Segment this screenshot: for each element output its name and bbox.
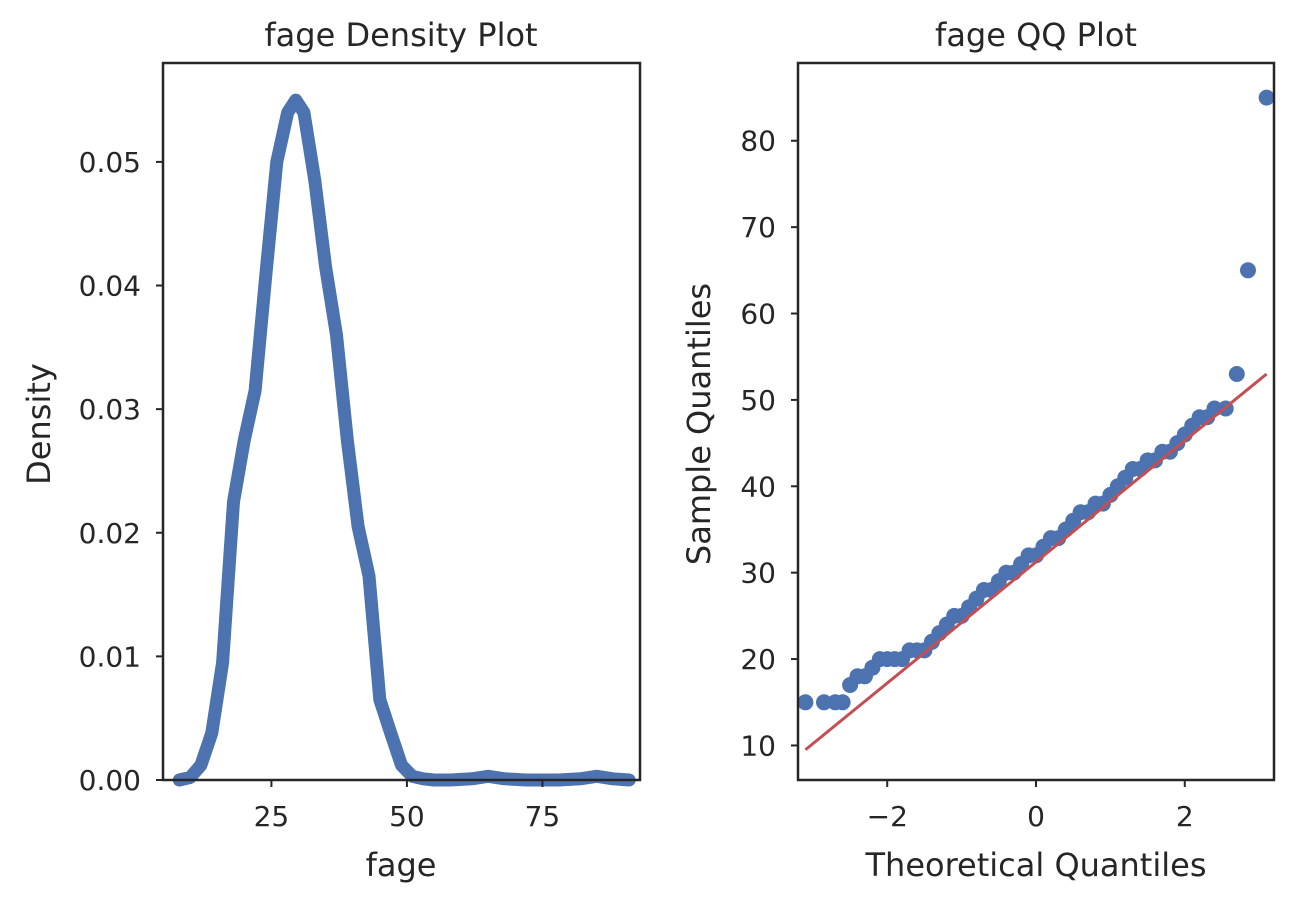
- density-plot-y-tick-label: 0.01: [79, 640, 141, 673]
- density-plot-title: fage Density Plot: [264, 16, 537, 54]
- density-plot-marks: [172, 93, 636, 787]
- qq-plot-point: [816, 694, 832, 711]
- density-plot-y-label: Density: [20, 363, 58, 485]
- qq-plot-point: [797, 694, 814, 711]
- qq-plot-point: [1258, 89, 1275, 106]
- qq-plot-title: fage QQ Plot: [935, 16, 1137, 54]
- density-plot-y-tick-label: 0.03: [79, 393, 141, 426]
- qq-plot-y-tick-label: 10: [740, 729, 776, 762]
- density-plot-x-tick-label: 50: [389, 800, 425, 833]
- qq-plot-point: [1240, 262, 1256, 279]
- density-plot-density-line: [172, 93, 636, 787]
- qq-plot-y-tick-label: 80: [740, 125, 776, 158]
- density-plot-x-tick-label: 25: [254, 800, 290, 833]
- density-plot-y-tick-label: 0.05: [79, 146, 141, 179]
- qq-plot-point: [1228, 366, 1245, 382]
- qq-plot-y-tick-label: 30: [740, 557, 776, 590]
- qq-plot-y-tick-label: 70: [740, 211, 776, 244]
- density-plot-frame: [161, 61, 642, 782]
- qq-plot-x-tick-label: −2: [867, 800, 908, 833]
- qq-plot-x-ticks: −2 0 2: [867, 780, 1194, 833]
- density-plot-y-ticks: 0.00 0.01 0.02 0.03 0.04 0.05: [79, 146, 163, 797]
- qq-plot-panel: fage QQ Plot −2 0 2 10 20 30 40 50 60 70 80 Theor…: [680, 16, 1276, 884]
- qq-plot-point: [834, 694, 851, 711]
- qq-plot-y-tick-label: 50: [740, 384, 776, 417]
- qq-plot-reference-line: [804, 372, 1268, 751]
- density-plot-x-ticks: 25 50 75: [254, 780, 561, 833]
- qq-plot-x-label: Theoretical Quantiles: [865, 846, 1207, 884]
- qq-plot-marks: [797, 89, 1275, 751]
- qq-plot-frame: [796, 61, 1276, 782]
- density-plot-y-tick-label: 0.00: [79, 764, 141, 797]
- density-plot-y-tick-label: 0.04: [79, 270, 141, 303]
- qq-plot-y-tick-label: 20: [740, 643, 776, 676]
- density-plot-y-tick-label: 0.02: [79, 517, 141, 550]
- qq-plot-y-label: Sample Quantiles: [680, 283, 718, 565]
- qq-plot-x-tick-label: 2: [1176, 800, 1194, 833]
- density-plot-x-label: fage: [366, 846, 437, 884]
- density-plot-x-tick-label: 75: [525, 800, 561, 833]
- qq-plot-x-tick-label: 0: [1027, 800, 1045, 833]
- qq-plot-y-tick-label: 60: [740, 298, 776, 331]
- qq-plot-y-ticks: 10 20 30 40 50 60 70 80: [740, 125, 798, 762]
- density-plot-panel: fage Density Plot 25 50 75 0.000.010.020.0…: [20, 16, 642, 884]
- qq-plot-y-tick-label: 40: [740, 470, 776, 503]
